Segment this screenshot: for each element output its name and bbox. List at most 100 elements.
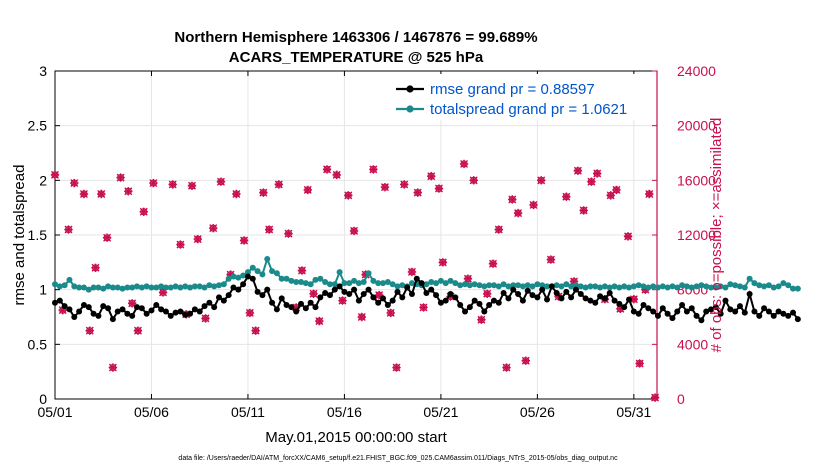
- obs-count-point: [176, 240, 185, 249]
- obs-assimilated-marker: [641, 285, 650, 294]
- rmse-point: [264, 286, 271, 293]
- obs-count-point: [483, 289, 492, 298]
- rmse-point: [708, 306, 715, 313]
- rmse-point: [736, 303, 743, 310]
- totalspread-point: [273, 270, 280, 277]
- obs-assimilated-marker: [332, 170, 341, 180]
- obs-count-point: [97, 189, 106, 199]
- totalspread-point: [90, 284, 97, 291]
- totalspread-point: [138, 284, 145, 291]
- rmse-point: [249, 275, 256, 282]
- rmse-point: [317, 294, 324, 301]
- obs-assimilated-marker: [187, 181, 197, 190]
- obs-assimilated-marker: [419, 303, 428, 312]
- obs-count-point: [193, 234, 202, 244]
- obs-count-point: [149, 178, 158, 188]
- rmse-point: [129, 312, 136, 319]
- y-axis-left-ticks: 0 0.5 1 1.5 2 2.5 3: [28, 63, 60, 407]
- rmse-point: [746, 291, 753, 298]
- totalspread-point: [182, 283, 189, 290]
- totalspread-point: [240, 272, 247, 279]
- totalspread-point: [278, 275, 285, 282]
- obs-count-point: [50, 170, 60, 180]
- obs-assimilated-marker: [193, 234, 202, 244]
- totalspread-point: [360, 279, 367, 286]
- totalspread-point: [375, 280, 382, 287]
- totalspread-point: [423, 281, 430, 288]
- rmse-point: [428, 286, 435, 293]
- totalspread-point: [510, 282, 517, 289]
- obs-count-point: [494, 225, 503, 234]
- data-file-footnote: data file: /Users/raeder/DAI/ATM_forcXX/…: [178, 455, 618, 462]
- totalspread-point: [172, 283, 179, 290]
- obs-assimilated-marker: [232, 189, 241, 199]
- rmse-point: [568, 294, 575, 301]
- rmse-point: [269, 299, 276, 306]
- obs-assimilated-marker: [226, 270, 235, 279]
- totalspread-point: [105, 283, 112, 290]
- rmse-point: [457, 301, 464, 308]
- obs-assimilated-marker: [494, 225, 503, 234]
- obs-count-point: [344, 191, 353, 200]
- totalspread-point: [490, 282, 497, 289]
- rmse-point: [230, 284, 237, 291]
- obs-assimilated-marker: [635, 359, 644, 368]
- y-right-tick-label: 12000: [677, 227, 716, 243]
- obs-assimilated-marker: [629, 295, 639, 304]
- chart-title-line1: Northern Hemisphere 1463306 / 1467876 = …: [174, 29, 537, 46]
- obs-count-point: [303, 185, 312, 195]
- obs-assimilated-marker: [573, 166, 583, 175]
- obs-count-point: [309, 289, 318, 298]
- obs-assimilated-marker: [149, 178, 158, 188]
- obs-assimilated-marker: [469, 176, 478, 185]
- obs-assimilated-marker: [459, 159, 469, 169]
- obs-count-point: [284, 229, 293, 238]
- totalspread-point: [534, 281, 541, 288]
- rmse-point: [515, 291, 522, 298]
- totalspread-point: [621, 283, 628, 290]
- totalspread-point: [95, 284, 102, 291]
- rmse-point: [621, 304, 628, 311]
- totalspread-point: [307, 281, 314, 288]
- totalspread-point: [408, 280, 415, 287]
- obs-assimilated-marker: [502, 363, 511, 372]
- obs-assimilated-marker: [374, 290, 384, 300]
- rmse-point: [650, 308, 657, 315]
- totalspread-point: [500, 281, 507, 288]
- obs-assimilated-marker: [322, 165, 332, 174]
- legend-rmse-marker: [406, 85, 414, 93]
- obs-count-point: [587, 177, 596, 186]
- obs-count-point: [124, 187, 133, 196]
- totalspread-point: [524, 282, 531, 289]
- totalspread-point: [592, 283, 599, 290]
- rmse-point: [71, 314, 78, 320]
- totalspread-point: [481, 283, 488, 290]
- totalspread-point: [288, 277, 295, 284]
- obs-assimilated-marker: [546, 255, 556, 264]
- totalspread-point: [654, 284, 661, 291]
- rmse-point: [273, 306, 280, 313]
- obs-count-point: [606, 191, 615, 200]
- rmse-point: [635, 310, 642, 317]
- rmse-point: [659, 305, 666, 312]
- obs-count-point: [386, 308, 395, 318]
- obs-assimilated-marker: [158, 288, 168, 297]
- totalspread-point: [437, 277, 444, 284]
- totalspread-point: [640, 283, 647, 290]
- totalspread-point: [457, 282, 464, 289]
- rmse-point: [698, 317, 705, 324]
- totalspread-point: [331, 281, 338, 288]
- rmse-point: [505, 295, 512, 302]
- rmse-point: [346, 291, 353, 298]
- y-right-tick-label: 0: [677, 391, 685, 407]
- rmse-point: [326, 292, 333, 299]
- totalspread-point: [529, 283, 536, 290]
- totalspread-point: [153, 284, 160, 291]
- rmse-point: [597, 293, 604, 300]
- rmse-point: [587, 297, 594, 304]
- series-layer: [52, 256, 801, 324]
- obs-count-point: [168, 180, 177, 189]
- totalspread-point: [114, 284, 121, 291]
- obs-count-point: [232, 189, 241, 199]
- rmse-point: [683, 308, 690, 315]
